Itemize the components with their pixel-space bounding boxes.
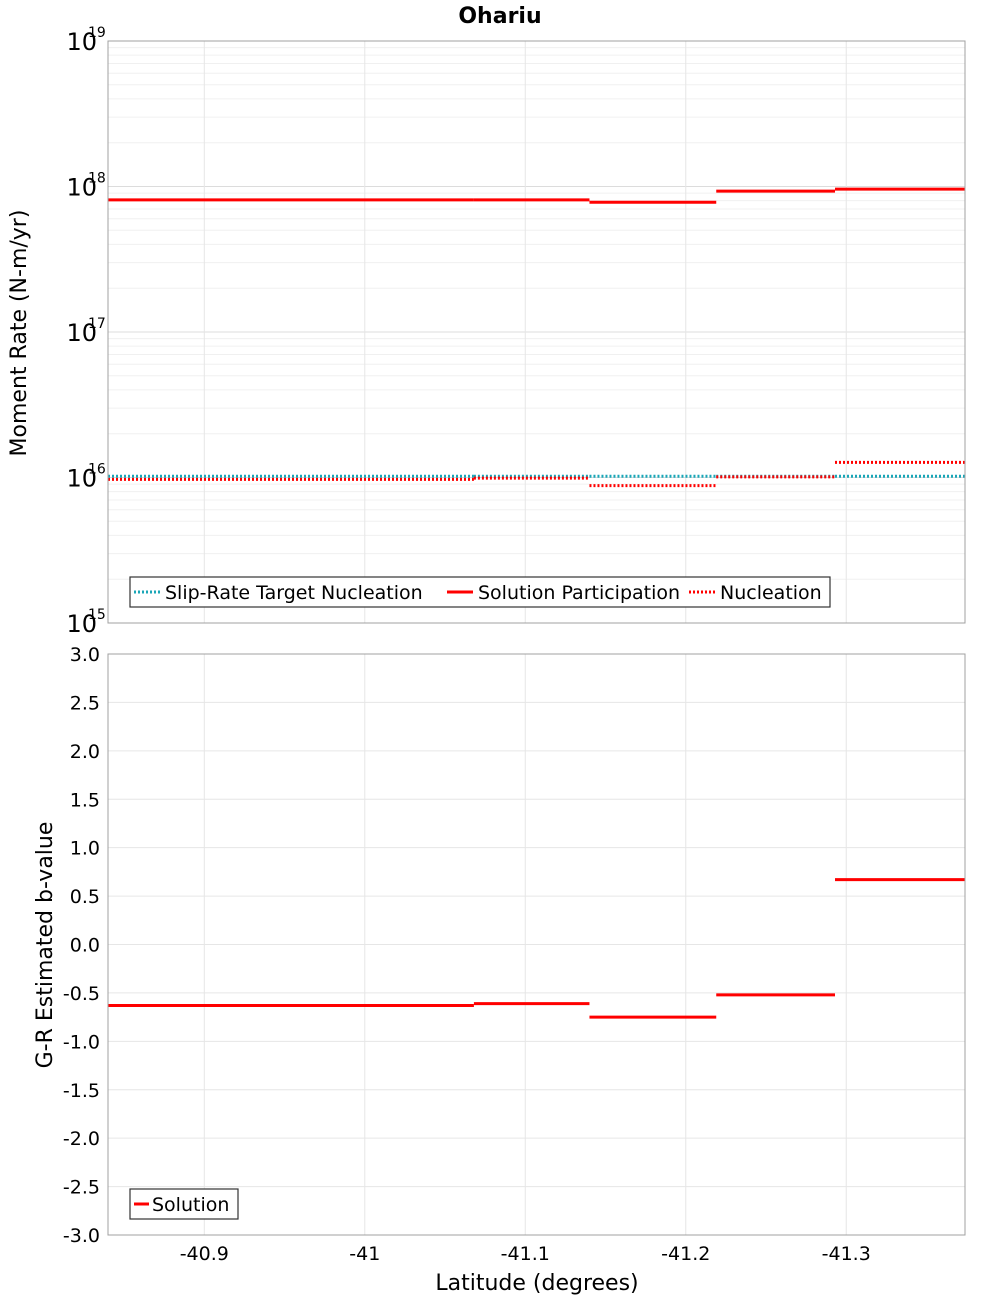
y-tick-label: -1.0: [63, 1031, 100, 1053]
x-axis-label: Latitude (degrees): [435, 1271, 638, 1296]
y-tick-exponent: 17: [88, 316, 106, 332]
legend-label: Nucleation: [720, 582, 822, 604]
legend-label: Solution: [152, 1194, 229, 1216]
x-tick-label: -41.3: [822, 1243, 871, 1265]
x-tick-label: -41.1: [501, 1243, 550, 1265]
y-tick-label: -2.0: [63, 1128, 100, 1150]
y-tick-label: 2.5: [70, 692, 100, 714]
b-value-axis-label: G-R Estimated b-value: [33, 822, 58, 1069]
y-tick-label: -2.5: [63, 1177, 100, 1199]
series-solution-participation: [108, 187, 965, 204]
series-solution: [108, 878, 965, 1019]
y-tick-label: 1.5: [70, 789, 100, 811]
y-tick-exponent: 19: [88, 25, 106, 41]
moment-rate-axis-label: Moment Rate (N-m/yr): [7, 210, 32, 457]
legend-label: Solution Participation: [478, 582, 680, 604]
b-value-legend: Solution: [129, 1188, 239, 1220]
chart-title: Ohariu: [458, 4, 541, 29]
series-nucleation: [108, 460, 965, 488]
y-tick-label: 0.0: [70, 935, 100, 957]
moment-plot-border: [107, 40, 966, 624]
y-tick-label: -0.5: [63, 983, 100, 1005]
y-tick-exponent: 16: [88, 462, 106, 478]
x-tick-label: -40.9: [180, 1243, 229, 1265]
y-tick-base: 10: [66, 610, 97, 638]
y-tick-label: 0.5: [70, 886, 100, 908]
y-tick-label: 2.0: [70, 741, 100, 763]
y-tick-label: 1.0: [70, 838, 100, 860]
moment-legend: Slip-Rate Target Nucleation Solution Part…: [129, 576, 831, 608]
y-tick-exponent: 18: [88, 171, 106, 187]
y-tick-label: 3.0: [70, 644, 100, 666]
x-tick-label: -41.2: [661, 1243, 710, 1265]
y-tick-exponent: 15: [88, 607, 106, 623]
y-tick-label: -1.5: [63, 1080, 100, 1102]
y-tick-base: 10: [66, 174, 97, 202]
y-tick-base: 10: [66, 465, 97, 493]
y-tick-base: 10: [66, 28, 97, 56]
b-value-plot-border: [107, 653, 966, 1236]
b-value-panel: -3.0 -2.5 -2.0 -1.5 -1.0 -0.5 0.0 0.5 1.0 1.5 2.0 2…: [63, 644, 966, 1265]
y-tick-base: 10: [66, 319, 97, 347]
legend-label: Slip-Rate Target Nucleation: [165, 582, 423, 604]
x-tick-label: -41: [349, 1243, 380, 1265]
y-tick-label: -3.0: [63, 1225, 100, 1247]
